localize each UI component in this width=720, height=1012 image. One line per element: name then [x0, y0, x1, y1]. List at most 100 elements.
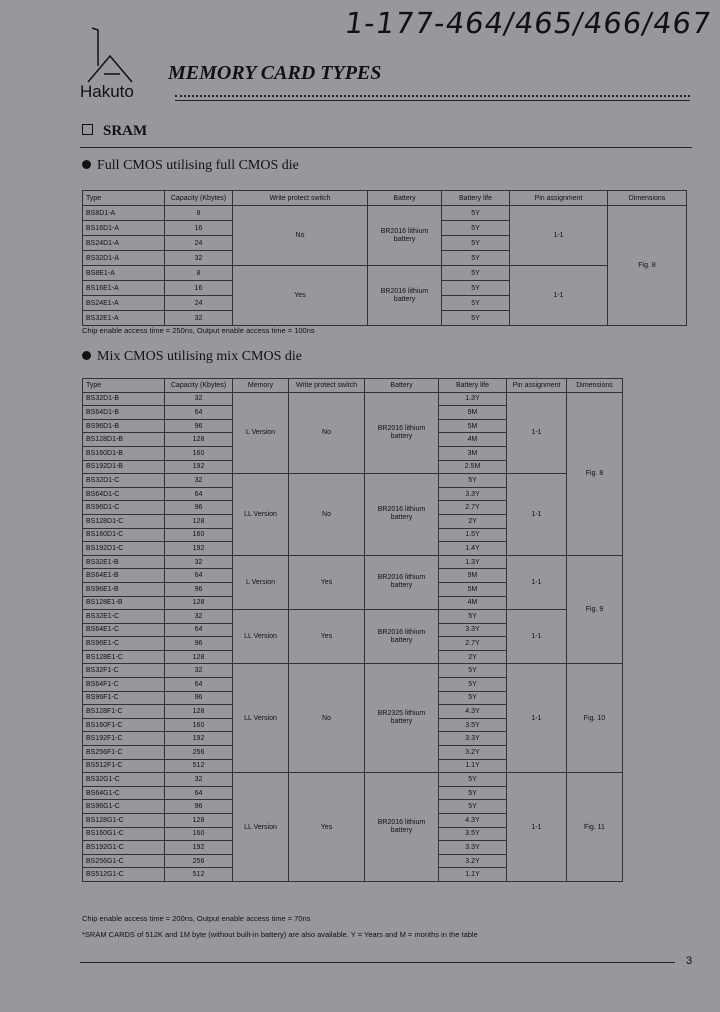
capacity-cell: 8: [164, 205, 233, 221]
pin-assignment-cell: 1-1: [506, 554, 567, 611]
type-cell: BS128G1-C: [82, 813, 165, 828]
type-cell: BS192G1-C: [82, 840, 165, 855]
column-header: Dimensions: [607, 190, 687, 206]
table-row: BS160D1-B 160 3M: [82, 445, 623, 461]
capacity-cell: 128: [164, 595, 233, 611]
handwritten-number: 1-177-464/465/466/467: [342, 6, 714, 40]
capacity-cell: 24: [164, 295, 233, 311]
battery-life-cell: 5Y: [441, 295, 510, 311]
battery-life-cell: 5Y: [441, 235, 510, 251]
battery-life-cell: 3.3Y: [438, 731, 507, 747]
table-row: BS32F1-C 32 LL Version No BR2325 lithium bat…: [82, 663, 623, 774]
battery-life-cell: 5Y: [441, 220, 510, 236]
table-row: BS96D1-B 96 5M: [82, 418, 623, 434]
capacity-cell: 32: [164, 391, 233, 407]
data-table: Type Capacity (Kbytes) Write protect switc…: [82, 190, 687, 326]
capacity-cell: 64: [164, 405, 233, 420]
type-cell: BS128F1-C: [82, 704, 165, 719]
type-cell: BS192D1-B: [82, 459, 165, 475]
column-header: Battery: [367, 190, 442, 206]
battery-life-cell: 3.5Y: [438, 717, 507, 733]
column-header: Write protect switch: [232, 190, 368, 206]
column-header: Capacity (Kbytes): [164, 190, 233, 206]
section-rule: [80, 147, 692, 148]
column-header: Dimensions: [566, 378, 623, 393]
column-header: Type: [82, 378, 165, 393]
column-header: Capacity (Kbytes): [164, 378, 233, 393]
battery-life-cell: 3.3Y: [438, 622, 507, 638]
capacity-cell: 256: [164, 853, 233, 869]
table-row: BS32D1-C 32 LL Version No BR2016 lithium bat…: [82, 473, 623, 556]
column-header: Pin assignment: [506, 378, 567, 393]
column-header: Battery: [364, 378, 439, 393]
type-cell: BS16D1-A: [82, 220, 165, 236]
type-cell: BS32E1-B: [82, 554, 165, 570]
battery-life-cell: 5Y: [441, 280, 510, 296]
table-row: BS64D1-C 64 3.3Y: [82, 486, 623, 502]
capacity-cell: 192: [164, 541, 233, 556]
battery-life-cell: 4M: [438, 432, 507, 447]
battery-cell: BR2016 lithium battery: [364, 473, 439, 556]
memory-cell: LL Version: [232, 473, 289, 556]
battery-life-cell: 5Y: [438, 677, 507, 692]
memory-cell: LL Version: [232, 663, 289, 774]
write-protect-cell: Yes: [288, 554, 365, 611]
table-row: BS32E1-B 32 L Version Yes BR2016 lithium bat…: [82, 554, 623, 665]
header-row: Type Capacity (Kbytes) Write protect switc…: [82, 190, 687, 206]
capacity-cell: 96: [164, 581, 233, 597]
battery-life-cell: 2.5M: [438, 459, 507, 475]
type-cell: BS256G1-C: [82, 853, 165, 869]
capacity-cell: 160: [164, 826, 233, 842]
capacity-cell: 64: [164, 568, 233, 583]
capacity-cell: 160: [164, 717, 233, 733]
battery-cell: BR2016 lithium battery: [367, 265, 442, 326]
capacity-cell: 96: [164, 500, 233, 515]
column-header: Pin assignment: [509, 190, 608, 206]
type-cell: BS32E1-C: [82, 609, 165, 624]
battery-cell: BR2016 lithium battery: [367, 205, 442, 266]
table-row: BS128D1-C 128 2Y: [82, 513, 623, 529]
pin-assignment-cell: 1-1: [509, 205, 608, 266]
battery-life-cell: 5Y: [441, 310, 510, 326]
battery-life-cell: 3M: [438, 445, 507, 461]
table-row: BS96D1-C 96 2.7Y: [82, 500, 623, 515]
capacity-cell: 64: [164, 677, 233, 692]
battery-life-cell: 1.5Y: [438, 527, 507, 543]
title-rule: [175, 100, 690, 101]
battery-life-cell: 3.2Y: [438, 853, 507, 869]
type-cell: BS160G1-C: [82, 826, 165, 842]
type-cell: BS96D1-B: [82, 418, 165, 434]
note: *SRAM CARDS of 512K and 1M byte (without…: [82, 930, 478, 939]
write-protect-cell: Yes: [288, 772, 365, 882]
battery-life-cell: 5M: [438, 418, 507, 434]
battery-life-cell: 1.3Y: [438, 391, 507, 407]
type-cell: BS24D1-A: [82, 235, 165, 251]
logo-mark: [87, 27, 133, 83]
table-row: BS32D1-A 32 5Y: [82, 250, 687, 266]
capacity-cell: 256: [164, 745, 233, 760]
logo-text: Hakuto: [80, 82, 134, 101]
capacity-cell: 160: [164, 527, 233, 543]
type-cell: BS512F1-C: [82, 758, 165, 774]
column-header: Write protect switch: [288, 378, 365, 393]
header-row: Type Capacity (Kbytes) Memory Write protect…: [82, 378, 623, 393]
type-cell: BS64D1-C: [82, 486, 165, 502]
capacity-cell: 96: [164, 418, 233, 434]
type-cell: BS160F1-C: [82, 717, 165, 733]
type-cell: BS128E1-B: [82, 595, 165, 611]
capacity-cell: 192: [164, 459, 233, 475]
battery-life-cell: 5Y: [438, 799, 507, 814]
battery-life-cell: 1.1Y: [438, 758, 507, 774]
type-cell: BS8D1-A: [82, 205, 165, 221]
table-row: BS32D1-B 32 L Version No BR2016 lithium batt…: [82, 391, 623, 556]
battery-life-cell: 2Y: [438, 513, 507, 529]
type-cell: BS192D1-C: [82, 541, 165, 556]
type-cell: BS32E1-A: [82, 310, 165, 326]
capacity-cell: 128: [164, 813, 233, 828]
table-row: BS96E1-C 96 2.7Y: [82, 636, 623, 651]
column-header: Type: [82, 190, 165, 206]
pin-assignment-cell: 1-1: [506, 772, 567, 882]
battery-life-cell: 1.4Y: [438, 541, 507, 556]
battery-cell: BR2016 lithium battery: [364, 554, 439, 611]
